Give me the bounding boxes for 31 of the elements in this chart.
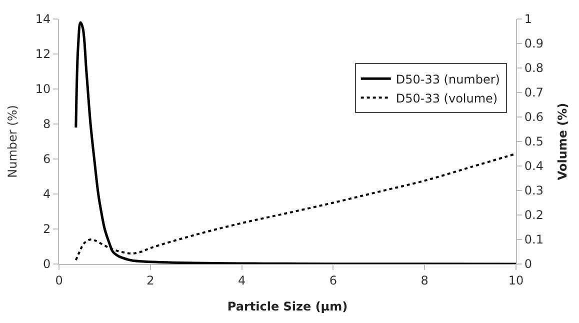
y2-tick-label: 1 xyxy=(524,12,532,26)
legend-label: D50-33 (volume) xyxy=(396,91,498,106)
x-tick-label: 10 xyxy=(508,273,524,288)
y-axis-title: Number (%) xyxy=(6,105,20,178)
y2-tick-label: 0.1 xyxy=(524,232,544,247)
y-tick-label: 14 xyxy=(35,12,51,26)
y2-tick-label: 0.5 xyxy=(524,134,544,149)
y2-tick-label: 0.2 xyxy=(524,208,544,222)
y2-axis-title: Volume (%) xyxy=(555,102,570,180)
x-tick-label: 6 xyxy=(329,273,338,288)
x-tick-label: 8 xyxy=(420,273,428,288)
y-tick-label: 6 xyxy=(42,152,51,166)
line-series xyxy=(74,21,516,264)
y-tick-label: 0 xyxy=(42,257,51,272)
y-tick-label: 10 xyxy=(35,82,51,96)
x-tick-label: 0 xyxy=(55,273,63,288)
y-tick-label: 8 xyxy=(42,117,51,132)
legend-label: D50-33 (number) xyxy=(396,72,500,86)
y-tick-label: 12 xyxy=(35,47,51,62)
y2-tick-label: 0.9 xyxy=(524,36,544,51)
y2-tick-label: 0.4 xyxy=(524,159,544,174)
x-tick-label: 2 xyxy=(146,273,154,288)
y2-tick-label: 0 xyxy=(524,257,532,272)
y2-tick-label: 0.3 xyxy=(524,184,544,198)
y-tick-label: 4 xyxy=(42,187,51,202)
x-tick-label: 4 xyxy=(238,273,246,288)
x-axis-title: Particle Size (µm) xyxy=(227,299,348,314)
y2-tick-label: 0.6 xyxy=(524,110,544,124)
y2-tick-label: 0.7 xyxy=(524,86,544,100)
y2-tick-label: 0.8 xyxy=(524,61,544,76)
y-tick-label: 2 xyxy=(42,222,51,236)
